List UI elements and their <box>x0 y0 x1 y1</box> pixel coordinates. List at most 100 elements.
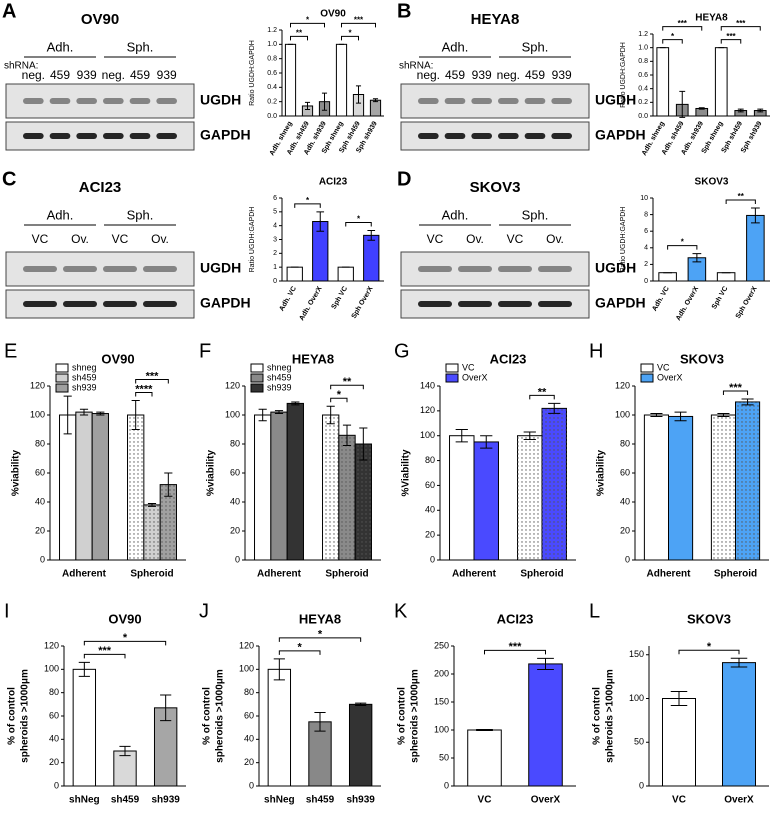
x-tick-label: Adherent <box>257 569 302 580</box>
lane-label: neg. <box>497 68 520 82</box>
x-tick-label: sh459 <box>111 795 140 806</box>
x-tick-label: Adh. OverX <box>675 285 700 322</box>
y-axis-label: Ratio UGDH:GAPDH <box>620 42 627 108</box>
significance-bracket <box>725 199 756 204</box>
y-tick-label: 20 <box>35 525 45 535</box>
bar <box>59 414 77 561</box>
y-tick-label: 0.4 <box>267 84 277 91</box>
error-bar <box>321 92 328 111</box>
y-tick-label: 0 <box>249 780 254 790</box>
bar <box>528 663 563 787</box>
y-tick-label: 100 <box>44 664 59 674</box>
legend-swatch <box>640 363 654 373</box>
blot-band <box>444 133 466 139</box>
blot-band <box>444 98 466 104</box>
lane-label: VC <box>507 232 524 246</box>
error-bar <box>79 408 89 416</box>
blot-group-label: Sph. <box>127 207 154 222</box>
bar <box>656 47 670 117</box>
y-tick-label: 20 <box>49 757 59 767</box>
significance-bracket <box>294 203 321 208</box>
chart-title: OV90 <box>101 351 134 366</box>
y-axis-label: %viability <box>206 450 217 497</box>
y-tick-label: 100 <box>434 724 449 734</box>
x-tick-label: Adh. OverX <box>298 285 323 322</box>
y-tick-label: 0 <box>430 554 435 564</box>
blot-band <box>498 266 532 272</box>
significance-bracket <box>290 35 308 41</box>
blot-band <box>498 133 519 139</box>
error-bar <box>164 472 173 497</box>
bar <box>467 729 502 787</box>
significance-bracket <box>678 649 740 655</box>
blot-group-label: Adh. <box>442 207 469 222</box>
y-tick-label: 2 <box>273 250 277 257</box>
blot-band <box>76 133 97 139</box>
y-tick-label: 80 <box>35 438 45 448</box>
legend-label: sh459 <box>267 372 292 382</box>
error-bar <box>455 429 468 443</box>
error-bar <box>258 408 267 422</box>
y-tick-label: 0.2 <box>267 99 277 106</box>
lane-label: VC <box>427 232 444 246</box>
x-tick-label: Adherent <box>452 569 497 580</box>
y-tick-label: 3 <box>273 236 277 243</box>
x-tick-label: sh939 <box>346 795 375 806</box>
lane-prefix: shRNA: <box>4 61 38 72</box>
significance-bracket <box>722 390 749 396</box>
chart-title: HEYA8 <box>299 611 341 626</box>
bar <box>363 234 380 282</box>
significance-label: ** <box>296 28 303 37</box>
blot-title: OV90 <box>81 11 119 28</box>
y-tick-label: 0 <box>273 278 277 285</box>
bar-pattern <box>542 408 567 560</box>
lane-label: Ov. <box>466 232 484 246</box>
panel-letter: J <box>199 600 209 622</box>
x-tick-label: VC <box>478 795 492 806</box>
y-tick-label: 5 <box>273 209 277 216</box>
error-bar <box>147 502 157 507</box>
error-bar <box>523 431 536 440</box>
blot-band <box>156 98 177 104</box>
y-tick-label: 80 <box>49 687 59 697</box>
blot-band <box>49 98 71 104</box>
significance-label: *** <box>146 370 160 382</box>
y-tick-label: 0.0 <box>267 113 277 120</box>
bar <box>254 414 272 561</box>
blot-band <box>418 98 439 104</box>
y-tick-label: 100 <box>225 409 240 419</box>
y-tick-label: 0 <box>644 278 648 285</box>
bar <box>335 43 348 117</box>
lane-label: Ov. <box>71 232 89 246</box>
y-tick-label: 150 <box>434 696 449 706</box>
y-tick-label: 1.2 <box>267 27 277 34</box>
blot-title: HEYA8 <box>471 11 520 28</box>
blot-band <box>103 266 137 272</box>
panel-letter: H <box>589 340 603 362</box>
panel-letter: K <box>394 600 408 622</box>
significance-label: ** <box>343 376 352 388</box>
error-bar <box>372 98 379 103</box>
y-tick-label: 40 <box>425 505 435 515</box>
legend-label: sh939 <box>267 382 292 392</box>
significance-bracket <box>529 394 555 400</box>
legend-swatch <box>640 373 654 383</box>
y-tick-label: 40 <box>244 734 254 744</box>
blot-band <box>538 266 572 272</box>
lane-label: VC <box>112 232 129 246</box>
y-axis-label: spheroids >1000μm <box>215 669 226 763</box>
y-tick-label: 1.0 <box>638 45 648 52</box>
y-axis-label: spheroids >1000μm <box>605 669 616 763</box>
y-tick-label: 100 <box>615 409 630 419</box>
x-tick-label: VC <box>672 795 686 806</box>
bar-pattern <box>711 415 736 560</box>
error-bar <box>326 405 335 425</box>
blot-band <box>538 301 572 307</box>
blot-band <box>129 133 151 139</box>
x-tick-label: Sph OverX <box>735 285 759 320</box>
blot-band <box>418 301 452 307</box>
lane-label: 939 <box>77 68 97 82</box>
legend-swatch <box>250 373 264 383</box>
bar <box>75 411 93 561</box>
y-tick-label: 0 <box>235 554 240 564</box>
